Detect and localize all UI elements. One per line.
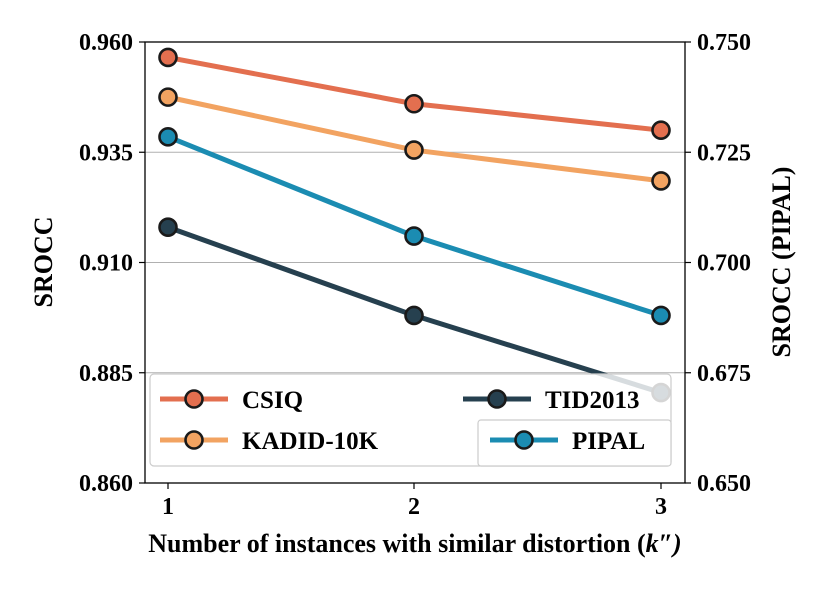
x-axis-label: Number of instances with similar distort… [148,529,681,558]
series-line-pipal [165,134,664,318]
data-point-csiq [158,47,178,68]
legend: CSIQ KADID-10K TID2013 PIPAL [149,373,672,467]
y-tick-label-right: 0.725 [697,140,751,166]
data-point-kadid-10k [404,140,424,160]
data-point-pipal [158,127,178,147]
data-point-pipal [651,305,671,326]
y-tick-label-left: 0.910 [79,251,133,277]
legend-label-tid2013: TID2013 [545,387,639,414]
legend-label-kadid-10k: KADID-10K [242,428,379,455]
y-tick-label-right: 0.750 [697,30,751,56]
y-tick-label-left: 0.885 [79,361,133,387]
grid-lines [145,151,685,374]
y-axis-label-right: SROCC (PIPAL) [767,167,796,358]
y-tick-label-right: 0.700 [697,251,751,277]
y-tick-label-right: 0.650 [697,471,751,497]
x-tick-label: 2 [408,494,420,520]
data-point-tid2013 [158,217,178,238]
legend-label-pipal: PIPAL [572,428,645,455]
series-line-csiq [165,54,664,133]
data-point-pipal [404,226,424,246]
legend-label-csiq: CSIQ [242,387,303,414]
x-axis-label-suffix: ″) [659,529,682,558]
y-axis-label-left: SROCC [29,216,58,307]
data-point-kadid-10k [651,171,671,191]
data-point-csiq [404,93,424,114]
data-point-csiq [651,120,671,140]
y-tick-label-left: 0.960 [79,30,133,56]
legend-marker-csiq [184,389,204,409]
data-point-kadid-10k [158,87,178,107]
x-axis-label-variable: k [646,529,659,558]
y-tick-label-left: 0.860 [79,471,133,497]
x-tick-label: 1 [162,494,174,520]
data-point-tid2013 [404,305,424,326]
series-lines [158,47,671,403]
axis-ticks: 0.860 0.885 0.910 0.935 0.960 0.650 0.675 0.700… [79,30,751,520]
x-axis-label-main: Number of instances with similar distort… [148,529,645,558]
x-tick-label: 3 [655,494,667,520]
y-tick-label-right: 0.675 [697,361,751,387]
legend-marker-pipal [514,430,534,450]
legend-marker-tid2013 [487,389,507,409]
legend-marker-kadid-10k [184,430,204,450]
y-tick-label-left: 0.935 [79,140,133,166]
